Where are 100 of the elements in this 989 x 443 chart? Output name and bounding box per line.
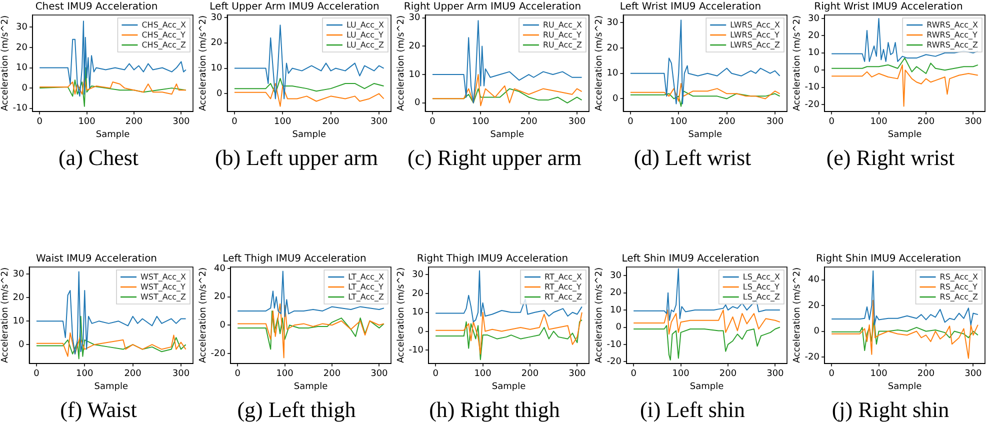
- y-axis-title: Acceleration (m/s^2): [198, 267, 209, 363]
- x-axis-title: Sample: [690, 382, 724, 392]
- chart-title: Right Shin IMU9 Acceleration: [816, 254, 962, 265]
- legend-label: RS_Acc_X: [940, 272, 979, 282]
- x-tick-label: 100: [472, 117, 490, 128]
- legend-label: RU_Acc_X: [542, 20, 583, 30]
- y-tick-label: 20: [808, 31, 820, 41]
- x-tick-label: 200: [718, 117, 736, 128]
- y-tick-label: 0: [414, 98, 421, 108]
- y-tick-label: 0: [616, 322, 622, 333]
- x-tick-label: 100: [870, 117, 888, 128]
- x-tick-label: 300: [568, 117, 586, 128]
- x-tick-label: 200: [917, 117, 935, 128]
- x-tick-label: 100: [870, 369, 888, 380]
- y-tick-label: 30: [210, 12, 223, 23]
- chart-title: Chest IMU9 Acceleration: [35, 2, 158, 13]
- legend-label: LU_Acc_Z: [346, 40, 385, 50]
- legend-label: CHS_Acc_Z: [142, 40, 187, 50]
- x-tick-label: 100: [670, 117, 688, 128]
- x-tick-label: 0: [430, 117, 436, 128]
- y-tick-label: 10: [16, 63, 28, 74]
- y-axis-title: Acceleration (m/s^2): [792, 15, 803, 111]
- chart-title: Left Thigh IMU9 Acceleration: [222, 254, 366, 265]
- y-tick-label: 30: [808, 14, 820, 24]
- y-tick-label: 10: [412, 308, 424, 318]
- y-tick-label: 20: [12, 292, 25, 303]
- y-tick-label: 10: [12, 316, 25, 326]
- x-tick-label: 300: [370, 117, 388, 128]
- legend-label: LS_Acc_X: [742, 272, 781, 282]
- legend-label: LT_Acc_Z: [348, 292, 385, 302]
- x-tick-label: 0: [34, 369, 40, 380]
- legend-label: RWRS_Acc_Y: [926, 30, 978, 40]
- x-tick-label: 100: [276, 369, 294, 380]
- y-axis-title: Acceleration (m/s^2): [0, 15, 11, 111]
- legend-label: LWRS_Acc_Y: [730, 30, 780, 40]
- chart-title: Left Upper Arm IMU9 Acceleration: [210, 2, 380, 13]
- x-axis-title: Sample: [490, 130, 524, 140]
- legend-label: RT_Acc_Y: [544, 282, 582, 292]
- y-tick-label: 30: [16, 22, 28, 33]
- x-axis-title: Sample: [96, 130, 130, 140]
- x-tick-label: 200: [521, 369, 539, 380]
- x-tick-label: 300: [172, 369, 190, 380]
- x-tick-label: 300: [370, 369, 388, 380]
- legend-label: LT_Acc_Y: [348, 282, 384, 292]
- legend-label: LU_Acc_Y: [346, 30, 384, 40]
- chart-title: Waist IMU9 Acceleration: [36, 254, 158, 265]
- chart-title: Right Thigh IMU9 Acceleration: [416, 254, 568, 265]
- y-tick-label: 10: [808, 48, 820, 58]
- x-tick-label: 0: [36, 117, 43, 128]
- legend-label: WST_Acc_Y: [140, 282, 186, 292]
- text: (e) Right wrist: [825, 145, 956, 170]
- y-tick-label: 20: [210, 38, 223, 48]
- y-tick-label: -10: [12, 104, 28, 114]
- x-tick-label: 200: [520, 117, 538, 128]
- y-tick-label: -20: [210, 348, 226, 359]
- y-tick-label: -10: [408, 346, 424, 356]
- y-tick-label: 0: [612, 94, 619, 104]
- legend-label: RS_Acc_Y: [940, 282, 978, 292]
- legend-label: CHS_Acc_X: [142, 20, 187, 30]
- x-tick-label: 200: [322, 117, 340, 128]
- y-tick-label: -10: [606, 340, 622, 350]
- x-tick-label: 100: [76, 369, 94, 380]
- y-tick-label: 10: [210, 64, 223, 74]
- x-tick-label: 300: [964, 117, 982, 128]
- y-tick-label: 40: [214, 264, 226, 274]
- x-tick-label: 200: [719, 369, 737, 380]
- legend-label: LT_Acc_X: [348, 272, 385, 282]
- text: (j) Right shin: [830, 397, 950, 422]
- y-axis-title: Acceleration (m/s^2): [198, 15, 209, 111]
- text: (f) Waist: [59, 397, 138, 422]
- legend-label: RU_Acc_Z: [542, 40, 583, 50]
- x-tick-label: 200: [323, 369, 341, 380]
- x-tick-label: 0: [628, 117, 634, 128]
- y-tick-label: 20: [408, 42, 421, 52]
- text: (d) Left wrist: [632, 145, 752, 170]
- y-tick-label: 0: [18, 340, 25, 350]
- x-axis-title: Sample: [492, 382, 526, 392]
- y-tick-label: -20: [606, 357, 622, 368]
- legend-label: LWRS_Acc_Z: [730, 40, 781, 50]
- x-tick-label: 0: [432, 369, 439, 380]
- y-tick-label: 20: [214, 292, 226, 302]
- x-tick-label: 100: [474, 369, 492, 380]
- y-tick-label: 0: [814, 65, 820, 76]
- text: (a) Chest: [57, 145, 140, 170]
- text: (g) Left thigh: [236, 397, 357, 422]
- y-axis-title: Acceleration (m/s^2): [792, 267, 803, 363]
- x-tick-label: 200: [124, 369, 142, 380]
- x-axis-title: Sample: [94, 382, 128, 392]
- y-tick-label: 10: [610, 305, 622, 316]
- x-tick-label: 0: [828, 117, 835, 128]
- legend-label: LS_Acc_Z: [742, 292, 781, 302]
- text: (i) Left shin: [638, 397, 746, 422]
- x-tick-label: 100: [274, 117, 292, 128]
- y-tick-label: 0: [220, 320, 226, 330]
- x-axis-title: Sample: [688, 130, 722, 140]
- x-axis-title: Sample: [294, 382, 328, 392]
- y-axis-title: Acceleration (m/s^2): [594, 267, 605, 363]
- text: (b) Left upper arm: [214, 145, 380, 170]
- x-tick-label: 0: [232, 117, 238, 128]
- y-tick-label: 0: [216, 88, 223, 99]
